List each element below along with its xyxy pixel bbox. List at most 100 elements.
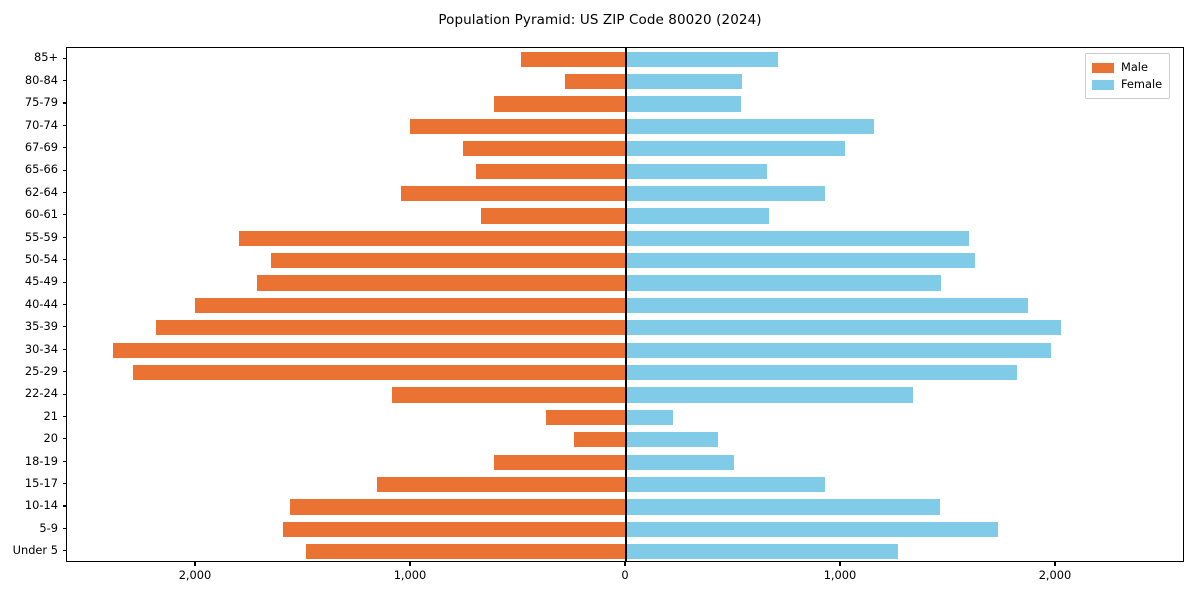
y-tick-label-22-24: 22-24 [24, 386, 58, 401]
legend-label-female: Female [1121, 76, 1163, 91]
bar-female-60-61 [626, 208, 769, 224]
bar-male-15-17 [376, 477, 626, 493]
y-tick-mark [62, 124, 66, 126]
y-tick-mark [62, 460, 66, 462]
bar-male-70-74 [409, 118, 626, 134]
y-tick-label-75-79: 75-79 [24, 95, 58, 110]
y-tick-mark [62, 505, 66, 507]
y-tick-mark [62, 169, 66, 171]
y-tick-label-30-34: 30-34 [24, 341, 58, 356]
y-tick-label-10-14: 10-14 [24, 498, 58, 513]
bar-row [67, 521, 1183, 538]
bar-row [67, 454, 1183, 470]
bar-row [67, 163, 1183, 179]
bar-female-25-29 [626, 365, 1018, 381]
bar-row [67, 365, 1183, 381]
y-tick-label-45-49: 45-49 [24, 274, 58, 289]
x-tick-mark [839, 562, 841, 566]
bar-female-21 [626, 409, 673, 426]
bar-female-30-34 [626, 342, 1051, 358]
y-tick-label-25-29: 25-29 [24, 363, 58, 378]
y-tick-mark [62, 102, 66, 104]
y-tick-label-65-66: 65-66 [24, 162, 58, 177]
bar-male-22-24 [391, 387, 626, 403]
y-tick-mark [62, 483, 66, 485]
y-tick-mark [62, 281, 66, 283]
legend-entry-male[interactable]: Male [1092, 59, 1162, 76]
y-tick-mark [62, 147, 66, 149]
bar-row [67, 499, 1183, 515]
bar-row [67, 297, 1183, 314]
y-tick-label-60-61: 60-61 [24, 207, 58, 222]
bar-row [67, 544, 1183, 560]
x-tick-mark [1054, 562, 1056, 566]
legend-label-male: Male [1121, 59, 1148, 74]
bar-female-50-54 [626, 253, 976, 269]
bar-female-22-24 [626, 387, 914, 403]
bar-male-21 [546, 409, 626, 426]
y-tick-mark [62, 236, 66, 238]
bar-male-5-9 [283, 521, 626, 538]
y-tick-label-55-59: 55-59 [24, 229, 58, 244]
y-tick-mark [62, 371, 66, 373]
y-tick-label-21: 21 [43, 408, 59, 423]
y-tick-label-70-74: 70-74 [24, 117, 58, 132]
bar-male-55-59 [239, 230, 626, 246]
bar-row [67, 275, 1183, 291]
bar-female-45-49 [626, 275, 941, 291]
bar-row [67, 342, 1183, 358]
bar-row [67, 230, 1183, 246]
bar-female-80-84 [626, 73, 743, 90]
y-tick-label-80-84: 80-84 [24, 72, 58, 87]
y-tick-mark [62, 191, 66, 194]
bar-female-18-19 [626, 454, 734, 470]
y-tick-mark [62, 80, 66, 82]
y-tick-label-20: 20 [43, 431, 59, 446]
y-tick-label-15-17: 15-17 [24, 475, 58, 490]
bar-male-85- [521, 51, 626, 67]
bar-male-50-54 [271, 253, 626, 269]
bar-female-35-39 [626, 320, 1061, 336]
bar-row [67, 477, 1183, 493]
x-tick-mark [624, 562, 626, 566]
bar-male-75-79 [494, 96, 626, 112]
bar-row [67, 141, 1183, 157]
y-tick-label-18-19: 18-19 [24, 453, 58, 468]
bar-row [67, 73, 1183, 90]
bar-row [67, 208, 1183, 224]
legend-swatch-female [1092, 79, 1114, 90]
plot-inner [67, 48, 1183, 561]
bar-row [67, 253, 1183, 269]
y-tick-label-40-44: 40-44 [24, 296, 58, 311]
y-tick-mark [62, 326, 66, 328]
bar-row [67, 51, 1183, 67]
bar-row [67, 387, 1183, 403]
x-tick-label: 2,000 [178, 568, 212, 582]
y-tick-label-50-54: 50-54 [24, 252, 58, 267]
bar-male-under-5 [305, 544, 626, 560]
bar-row [67, 320, 1183, 336]
bar-row [67, 409, 1183, 426]
plot-area [66, 47, 1184, 562]
legend-swatch-male [1092, 62, 1114, 73]
bar-row [67, 185, 1183, 202]
bar-row [67, 96, 1183, 112]
bar-male-20 [574, 432, 626, 448]
legend-entry-female[interactable]: Female [1092, 76, 1162, 93]
bar-female-under-5 [626, 544, 898, 560]
bar-female-67-69 [626, 141, 846, 157]
bar-male-25-29 [132, 365, 626, 381]
y-tick-mark [62, 57, 66, 59]
bar-female-55-59 [626, 230, 969, 246]
y-tick-label-62-64: 62-64 [24, 184, 58, 199]
bar-male-30-34 [113, 342, 626, 358]
y-tick-mark [62, 259, 66, 261]
y-tick-mark [62, 214, 66, 216]
bar-female-40-44 [626, 297, 1029, 314]
bar-female-62-64 [626, 185, 825, 202]
zero-axis-line [625, 48, 627, 561]
x-tick-label: 0 [621, 568, 629, 582]
y-tick-mark [62, 550, 66, 552]
x-tick-label: 1,000 [393, 568, 427, 582]
